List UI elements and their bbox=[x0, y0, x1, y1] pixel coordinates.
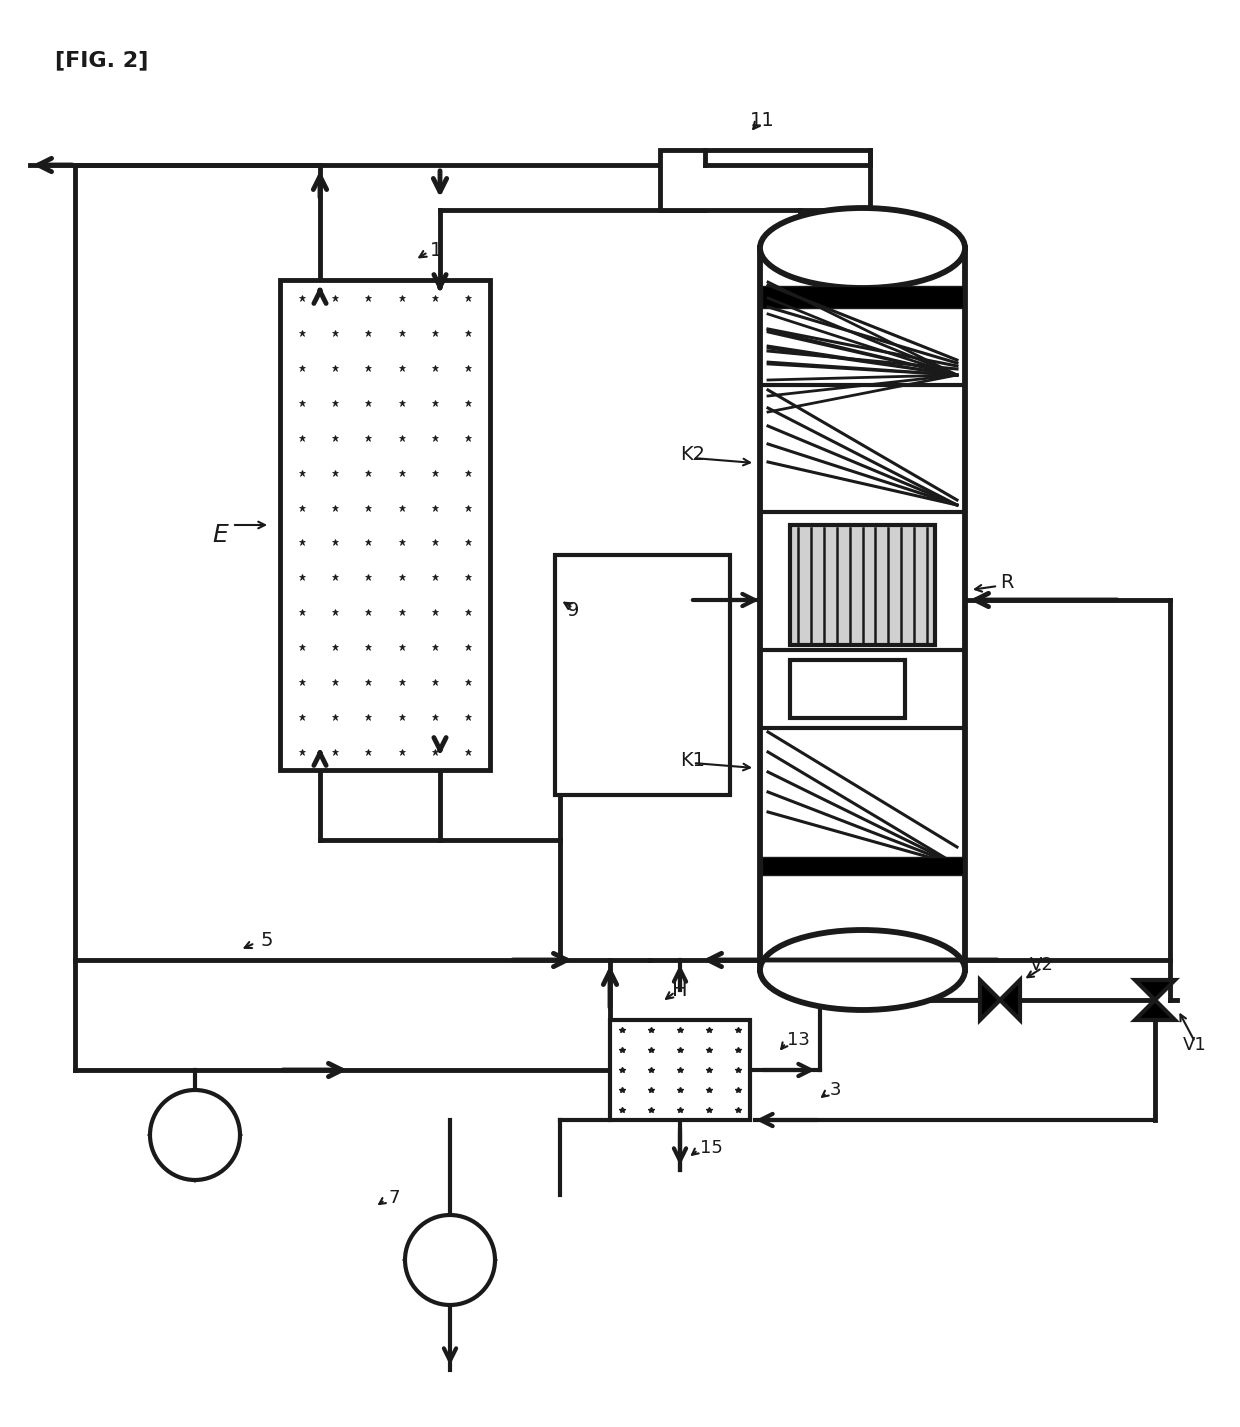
Text: R: R bbox=[999, 574, 1013, 592]
Text: V2: V2 bbox=[1030, 956, 1054, 975]
Bar bbox=[790, 661, 905, 718]
Polygon shape bbox=[150, 1090, 241, 1180]
Bar bbox=[763, 285, 963, 308]
Text: P: P bbox=[444, 1251, 456, 1269]
Polygon shape bbox=[1135, 980, 1176, 1000]
Text: 13: 13 bbox=[787, 1030, 810, 1049]
Text: FC: FC bbox=[185, 1126, 206, 1144]
Bar bbox=[660, 150, 870, 210]
Text: 11: 11 bbox=[750, 110, 774, 130]
Ellipse shape bbox=[760, 208, 965, 288]
Text: V1: V1 bbox=[1183, 1036, 1207, 1055]
Polygon shape bbox=[405, 1214, 495, 1306]
Ellipse shape bbox=[760, 930, 965, 1010]
Text: 3: 3 bbox=[830, 1082, 842, 1099]
Polygon shape bbox=[1135, 1000, 1176, 1020]
Polygon shape bbox=[980, 980, 999, 1020]
Text: [FIG. 2]: [FIG. 2] bbox=[55, 50, 149, 70]
Text: H: H bbox=[672, 980, 688, 1000]
Bar bbox=[280, 280, 490, 771]
Text: E: E bbox=[212, 524, 228, 547]
Circle shape bbox=[405, 1214, 495, 1306]
Text: 5: 5 bbox=[260, 930, 273, 949]
Bar bbox=[790, 525, 935, 645]
Text: 15: 15 bbox=[701, 1139, 723, 1157]
Bar bbox=[610, 1020, 750, 1120]
Bar bbox=[763, 858, 963, 875]
Text: 9: 9 bbox=[567, 601, 579, 619]
Text: 7: 7 bbox=[388, 1189, 399, 1207]
Text: K2: K2 bbox=[680, 445, 706, 465]
Text: K1: K1 bbox=[680, 751, 706, 769]
Bar bbox=[760, 248, 965, 970]
Bar bbox=[556, 555, 730, 795]
Text: 1: 1 bbox=[430, 241, 443, 260]
Polygon shape bbox=[999, 980, 1021, 1020]
Circle shape bbox=[150, 1090, 241, 1180]
